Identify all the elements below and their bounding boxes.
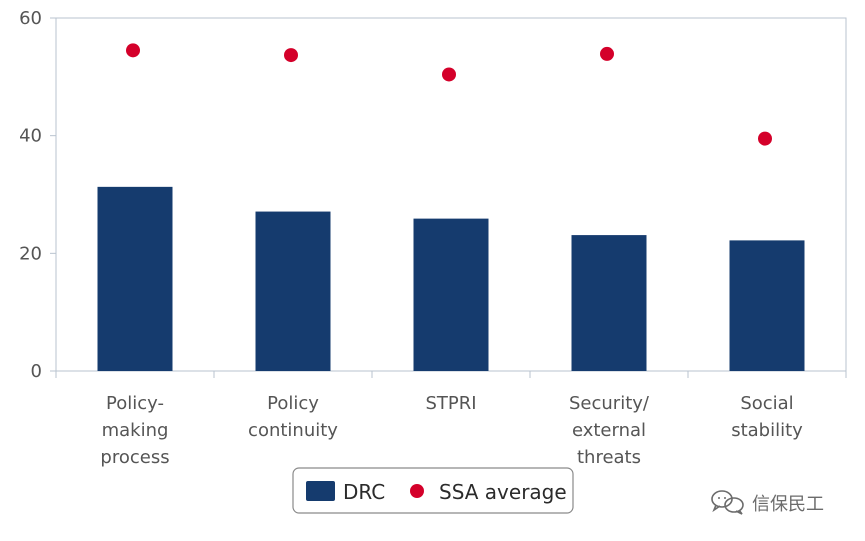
bar-series (97, 186, 805, 371)
point-ssa-average (600, 46, 614, 61)
legend: DRC SSA average (292, 467, 574, 514)
legend-swatch-ssa-average (410, 484, 424, 498)
wechat-icon (711, 490, 744, 515)
x-category-label: continuity (248, 420, 338, 441)
bar-drc (571, 235, 647, 371)
y-tick-label: 40 (19, 126, 42, 147)
x-category-label: STPRI (425, 393, 476, 414)
legend-box (292, 467, 574, 514)
legend-label-ssa-average: SSA average (439, 480, 567, 504)
point-ssa-average (442, 67, 456, 82)
x-category-label: threats (577, 447, 641, 468)
scatter-series (126, 43, 772, 146)
point-ssa-average (284, 48, 298, 63)
bar-drc (255, 211, 331, 371)
bar-drc (97, 186, 173, 371)
x-category-label: Security/ (569, 393, 650, 414)
x-category-label: external (572, 420, 646, 441)
y-tick-label: 0 (31, 361, 42, 382)
x-category-label: Policy (267, 393, 319, 414)
y-tick-label: 20 (19, 243, 42, 264)
watermark: 信保民工 (711, 490, 824, 515)
legend-label-drc: DRC (343, 480, 385, 504)
watermark-text: 信保民工 (752, 494, 824, 515)
x-category-label: Social (740, 393, 793, 414)
category-labels: Policy-making process Policy continuity STPR… (100, 393, 803, 468)
bar-drc (729, 240, 805, 371)
x-category-label: stability (731, 420, 803, 441)
bar-drc (413, 218, 489, 371)
point-ssa-average (126, 43, 140, 58)
y-axis: 0 20 40 60 (19, 8, 56, 382)
y-tick-label: 60 (19, 8, 42, 29)
x-axis (55, 371, 847, 378)
x-category-label: process (100, 447, 169, 468)
x-category-label: Policy- (106, 393, 164, 414)
x-category-label: making (102, 420, 169, 441)
legend-swatch-drc (306, 481, 335, 501)
point-ssa-average (758, 131, 772, 146)
